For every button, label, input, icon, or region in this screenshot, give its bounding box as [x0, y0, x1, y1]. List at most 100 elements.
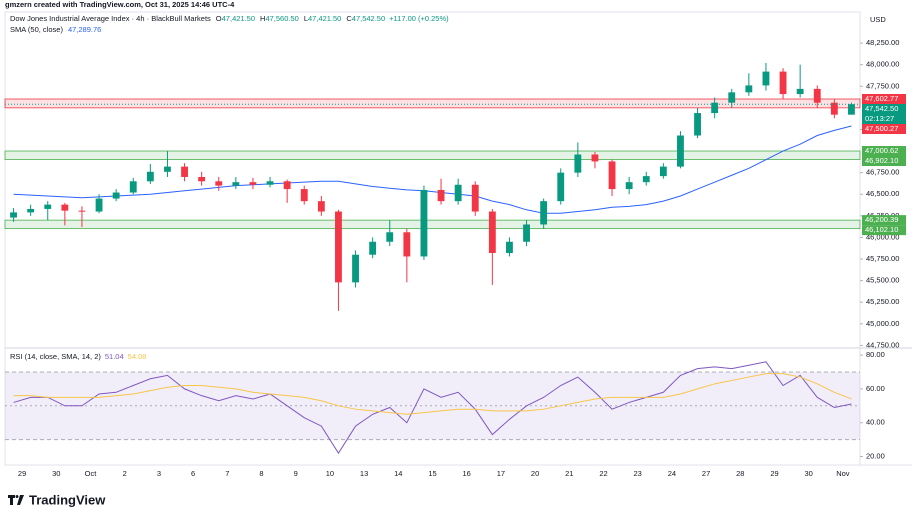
candle-body	[232, 182, 240, 186]
indicator-legend: SMA (50, close) 47,289.76	[10, 25, 101, 34]
rsi-line	[13, 373, 852, 415]
y-tick-label: 60.00	[866, 384, 885, 393]
x-tick-label: 17	[497, 469, 505, 478]
brand-logo: TradingView	[8, 492, 106, 507]
price-tag-label: 47,500.27	[865, 124, 898, 133]
candle-body	[403, 232, 411, 257]
y-tick-label: 45,750.00	[866, 254, 899, 263]
candle-body	[181, 166, 188, 177]
candle-body	[488, 211, 496, 253]
price-tag	[862, 156, 906, 167]
candle-body	[386, 232, 394, 242]
candle-body	[44, 204, 52, 209]
candle-body	[813, 88, 821, 103]
y-tick-label: 48,250.00	[866, 38, 899, 47]
x-tick-label: 13	[360, 469, 368, 478]
x-tick-label: 14	[394, 469, 402, 478]
candle-body	[27, 208, 35, 213]
sma-line	[13, 125, 852, 214]
rsi-line	[13, 361, 852, 455]
y-tick-label: 20.00	[866, 452, 885, 461]
legend: Dow Jones Industrial Average Index · 4h …	[10, 14, 449, 23]
x-tick-label: Nov	[836, 469, 850, 478]
rsi-title: RSI (14, close, SMA, 14, 2)	[10, 352, 101, 361]
price-tag	[862, 103, 906, 124]
x-tick-label: 24	[668, 469, 676, 478]
x-tick-label: 16	[463, 469, 471, 478]
candle-body	[266, 181, 274, 185]
candle-body	[78, 210, 86, 212]
price-tag	[862, 93, 906, 104]
candle-body	[642, 176, 650, 183]
candle-body	[779, 71, 787, 95]
candle-body	[95, 198, 103, 212]
y-tick-label: 45,000.00	[866, 319, 899, 328]
zone	[4, 150, 861, 160]
candle-body	[317, 201, 325, 212]
price-tag-label: 46,902.10	[865, 156, 898, 165]
price-tag-label: 47,000.62	[865, 146, 898, 155]
legend-value: 47,421.50	[308, 14, 341, 23]
x-tick-label: 29	[18, 469, 26, 478]
candle-body	[471, 184, 479, 212]
legend-value: 47,560.50	[265, 14, 298, 23]
x-tick-label: 20	[531, 469, 539, 478]
candle-body	[146, 171, 154, 182]
zone	[4, 219, 861, 230]
candle-body	[506, 241, 513, 253]
price-tag	[862, 123, 906, 134]
candle-body	[198, 176, 206, 182]
x-tick-label: 27	[702, 469, 710, 478]
legend-key: C	[346, 14, 352, 23]
price-tag-label: 47,542.50	[865, 104, 898, 113]
candle-body	[830, 102, 838, 115]
candle-body	[659, 166, 667, 177]
candle-body	[112, 192, 120, 199]
candle-body	[540, 201, 548, 225]
candle-body	[10, 212, 17, 218]
y-tick-label: 45,250.00	[866, 297, 899, 306]
candle-body	[369, 241, 377, 255]
x-tick-label: 29	[770, 469, 778, 478]
x-tick-label: 15	[428, 469, 436, 478]
brand-icon	[8, 495, 24, 505]
y-tick-label: 40.00	[866, 418, 885, 427]
candle-body	[437, 189, 445, 202]
candle-body	[745, 85, 753, 93]
y-tick-label: 48,000.00	[866, 60, 899, 69]
legend-key: H	[260, 14, 265, 23]
candle-body	[848, 104, 855, 115]
legend-title: Dow Jones Industrial Average Index · 4h …	[10, 14, 211, 23]
legend-key: L	[304, 14, 308, 23]
price-tag-label: 47,602.77	[865, 94, 898, 103]
countdown: 02:13:27	[865, 114, 894, 123]
candle-body	[215, 181, 223, 186]
x-tick-label: 10	[326, 469, 334, 478]
x-tick-label: 21	[565, 469, 573, 478]
candle-body	[728, 92, 736, 103]
price-tag	[862, 146, 906, 157]
candle-body	[591, 154, 599, 162]
y-tick-label: 46,500.00	[866, 189, 899, 198]
x-tick-label: 8	[259, 469, 263, 478]
candle-body	[711, 102, 719, 114]
y-tick-label: 80.00	[866, 350, 885, 359]
candle-body	[300, 189, 308, 202]
candle-body	[335, 211, 342, 283]
candle-body	[762, 71, 770, 86]
legend-change: +117.00 (+0.25%)	[389, 14, 449, 23]
legend-key: O	[216, 14, 222, 23]
x-tick-label: Oct	[85, 469, 98, 478]
candle-body	[625, 182, 633, 190]
candle-body	[420, 189, 428, 257]
indicator-name: SMA (50, close)	[10, 25, 63, 34]
legend-value: 47,421.50	[222, 14, 255, 23]
x-tick-label: 28	[736, 469, 744, 478]
y-tick-label: 44,750.00	[866, 340, 899, 349]
candle-body	[249, 182, 257, 185]
candle-body	[164, 166, 171, 172]
candle-body	[129, 181, 137, 193]
candle-body	[454, 184, 462, 202]
